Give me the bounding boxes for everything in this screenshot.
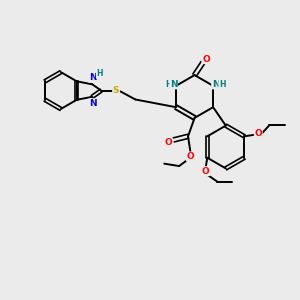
Text: N: N — [89, 73, 97, 82]
Text: S: S — [113, 86, 119, 95]
Text: O: O — [202, 55, 210, 64]
Text: O: O — [187, 152, 194, 161]
Text: H: H — [96, 69, 103, 78]
Text: N: N — [89, 99, 97, 108]
Text: H: H — [165, 80, 172, 89]
Text: N: N — [170, 80, 178, 89]
Text: N: N — [212, 80, 219, 89]
Text: O: O — [202, 167, 210, 176]
Text: O: O — [254, 129, 262, 138]
Text: O: O — [165, 138, 172, 147]
Text: H: H — [219, 80, 225, 89]
